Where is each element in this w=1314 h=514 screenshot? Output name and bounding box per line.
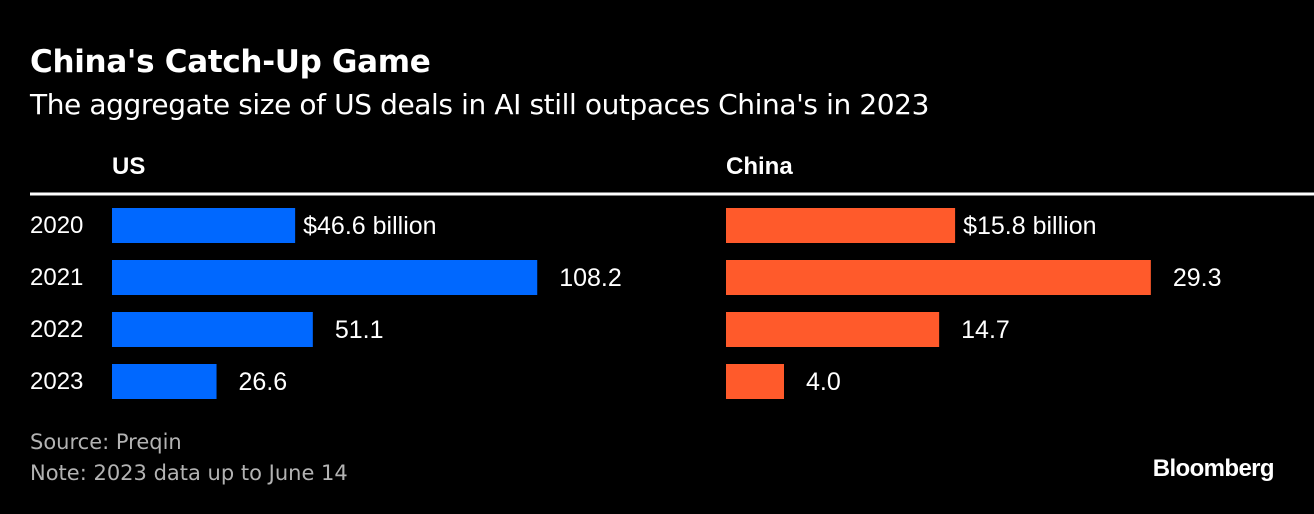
china-value-label-2023: 4.0 xyxy=(806,368,841,396)
us-bar-2022 xyxy=(112,312,313,347)
china-bar-2022 xyxy=(726,312,940,347)
us-bar-2020 xyxy=(112,208,296,243)
year-label-2020: 2020 xyxy=(30,212,83,239)
source-note: Source: Preqin xyxy=(30,430,182,454)
us-panel-label: US xyxy=(112,153,145,180)
chart-subtitle: The aggregate size of US deals in AI sti… xyxy=(30,88,930,121)
us-value-label-2020: $46.6 billion xyxy=(303,212,436,240)
year-label-2021: 2021 xyxy=(30,264,83,291)
china-bar-2021 xyxy=(726,260,1151,295)
chart-canvas: US 2020 $46.6 billion 2021 108.2 2022 51.1 2023… xyxy=(30,153,1314,399)
us-bar-2023 xyxy=(112,364,217,399)
us-value-label-2021: 108.2 xyxy=(559,264,622,292)
year-label-2022: 2022 xyxy=(30,316,83,343)
china-bar-2020 xyxy=(726,208,956,243)
china-value-label-2020: $15.8 billion xyxy=(963,212,1096,240)
us-value-label-2022: 51.1 xyxy=(335,316,384,344)
bloomberg-logo: Bloomberg xyxy=(1152,455,1275,482)
china-value-label-2021: 29.3 xyxy=(1173,264,1222,292)
us-bar-2021 xyxy=(112,260,538,295)
footnote: Note: 2023 data up to June 14 xyxy=(30,461,348,485)
us-value-label-2023: 26.6 xyxy=(239,368,288,396)
china-bar-2023 xyxy=(726,364,784,399)
chart-title: China's Catch-Up Game xyxy=(30,44,431,80)
china-panel-label: China xyxy=(726,153,793,180)
china-value-label-2022: 14.7 xyxy=(961,316,1010,344)
year-label-2023: 2023 xyxy=(30,368,83,395)
